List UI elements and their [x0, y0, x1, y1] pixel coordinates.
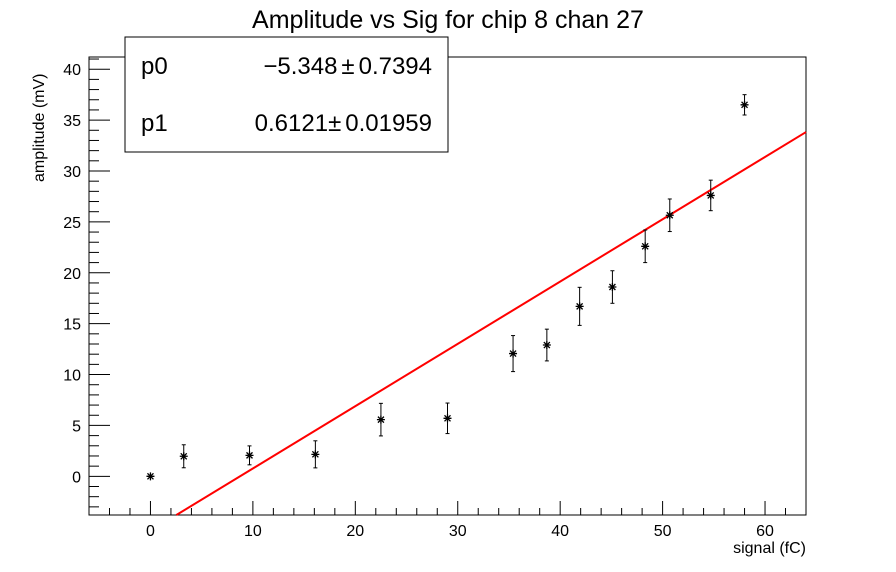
data-point [509, 335, 518, 373]
data-point [376, 402, 385, 437]
y-tick-label: 25 [63, 215, 81, 232]
data-point [575, 286, 584, 326]
star-marker [575, 302, 584, 311]
axes: 0 10 20 30 40 50 60 0 5 10 15 20 25 30 35 40 [63, 58, 807, 540]
data-point [311, 440, 320, 469]
data-point [245, 445, 254, 466]
stat-p0-value: −5.348 ±0.7394 [263, 53, 432, 80]
data-point [542, 328, 551, 362]
x-tick-label: 0 [146, 523, 155, 540]
star-marker [179, 452, 188, 461]
fit-line-group [175, 131, 807, 516]
y-tick-label: 35 [63, 113, 81, 130]
y-axis-label: amplitude (mV) [31, 74, 48, 182]
data-point [443, 402, 452, 435]
data-point [665, 198, 674, 233]
x-tick-label: 20 [346, 523, 364, 540]
star-marker [509, 349, 518, 358]
stat-p0-name: p0 [141, 53, 168, 80]
fit-line [175, 131, 807, 516]
y-tick-label: 20 [63, 266, 81, 283]
star-marker [665, 211, 674, 220]
stat-p1-value: 0.6121± 0.01959 [255, 110, 432, 137]
star-marker [608, 283, 617, 292]
data-point [641, 229, 650, 264]
x-tick-label: 30 [449, 523, 467, 540]
y-tick-label: 40 [63, 62, 81, 79]
y-tick-label: 5 [72, 418, 81, 435]
y-tick-label: 10 [63, 368, 81, 385]
star-marker [542, 341, 551, 350]
x-tick-label: 40 [551, 523, 569, 540]
y-tick-label: 0 [72, 469, 81, 486]
x-tick-label: 50 [654, 523, 672, 540]
star-marker [443, 414, 452, 423]
data-point [706, 179, 715, 212]
x-axis-label: signal (fC) [733, 540, 806, 557]
stat-p1-name: p1 [141, 110, 168, 137]
star-marker [641, 242, 650, 251]
star-marker [311, 450, 320, 459]
data-point [146, 472, 155, 481]
data-point [740, 94, 749, 116]
star-marker [740, 100, 749, 109]
star-marker [376, 415, 385, 424]
x-tick-label: 10 [244, 523, 262, 540]
chart-title: Amplitude vs Sig for chip 8 chan 27 [252, 6, 644, 34]
y-tick-label: 30 [63, 164, 81, 181]
data-points [146, 94, 749, 481]
y-tick-label: 15 [63, 317, 81, 334]
star-marker [146, 472, 155, 481]
stats-box: p0 −5.348 ±0.7394 p1 0.6121± 0.01959 [124, 36, 449, 153]
data-point [179, 444, 188, 469]
data-point [608, 270, 617, 304]
star-marker [245, 451, 254, 460]
star-marker [706, 191, 715, 200]
x-tick-label: 60 [756, 523, 774, 540]
